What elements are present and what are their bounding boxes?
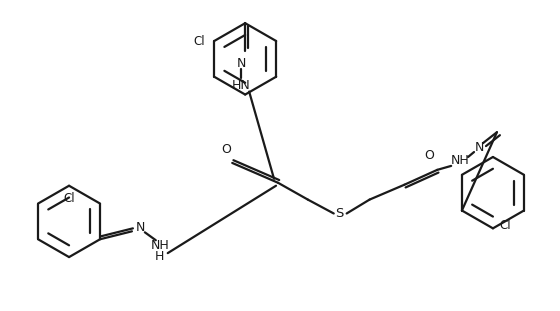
Text: Cl: Cl xyxy=(63,192,75,205)
Text: Cl: Cl xyxy=(194,35,205,48)
Text: N: N xyxy=(474,141,484,154)
Text: NH: NH xyxy=(451,155,469,167)
Text: N: N xyxy=(136,221,146,234)
Text: O: O xyxy=(424,150,434,162)
Text: S: S xyxy=(335,207,344,220)
Text: O: O xyxy=(221,142,231,156)
Text: H: H xyxy=(155,250,165,262)
Text: NH: NH xyxy=(151,239,169,252)
Text: N: N xyxy=(236,57,246,70)
Text: Cl: Cl xyxy=(499,219,511,232)
Text: HN: HN xyxy=(232,79,250,92)
